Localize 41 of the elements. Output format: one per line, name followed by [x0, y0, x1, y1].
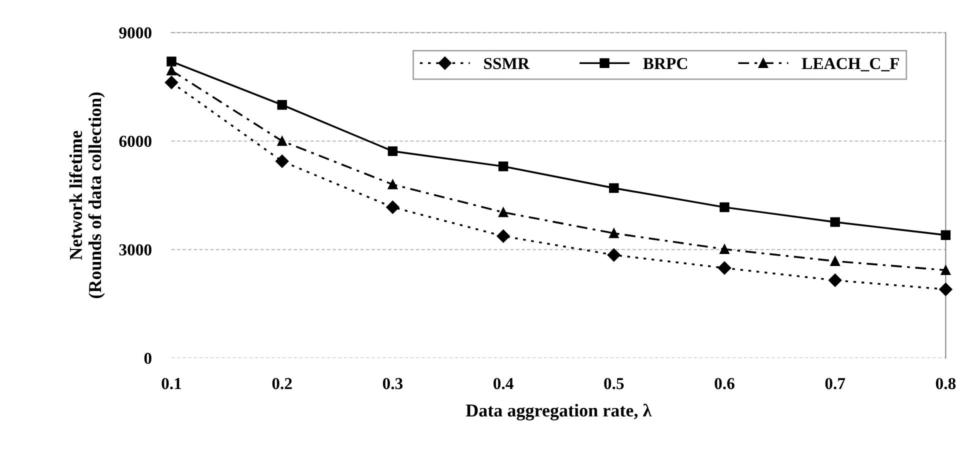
- y-axis-title: Network lifetime (Rounds of data collection): [69, 92, 105, 298]
- y-tick-label: 9000: [119, 27, 152, 38]
- x-tick-label: 0.2: [272, 378, 292, 390]
- point: [496, 230, 510, 243]
- legend-label: LEACH_C_F: [802, 58, 899, 72]
- point: [828, 274, 842, 287]
- y-tick-label: 0: [144, 352, 152, 364]
- point: [166, 66, 176, 76]
- point: [498, 162, 508, 172]
- point: [720, 202, 730, 212]
- point: [166, 56, 176, 66]
- point: [386, 200, 400, 214]
- point: [940, 230, 951, 240]
- y-tick-label: 3000: [119, 244, 152, 256]
- x-tick-label: 0.3: [382, 378, 403, 390]
- point: [277, 100, 287, 110]
- point: [607, 248, 620, 262]
- point: [720, 244, 730, 254]
- x-tick-label: 0.4: [494, 378, 514, 390]
- point: [939, 282, 952, 296]
- x-tick-label: 0.7: [825, 378, 846, 390]
- x-tick-label: 0.5: [604, 378, 624, 390]
- point: [940, 265, 951, 276]
- point: [830, 256, 840, 266]
- x-tick-label: 0.1: [162, 378, 182, 390]
- x-tick-label: 0.8: [936, 378, 956, 390]
- legend-label: SSMR: [484, 58, 530, 70]
- point: [830, 217, 840, 227]
- x-axis-title: Data aggregation rate, λ: [466, 404, 652, 420]
- y-tick-label: 6000: [119, 136, 152, 147]
- point: [498, 207, 508, 218]
- point: [277, 136, 287, 146]
- point: [609, 183, 619, 193]
- point: [164, 76, 178, 90]
- point: [388, 180, 398, 190]
- legend-label: BRPC: [643, 58, 687, 70]
- point: [718, 261, 732, 275]
- point: [276, 154, 289, 168]
- x-tick-label: 0.6: [714, 378, 734, 390]
- point: [609, 228, 619, 238]
- point: [388, 146, 398, 156]
